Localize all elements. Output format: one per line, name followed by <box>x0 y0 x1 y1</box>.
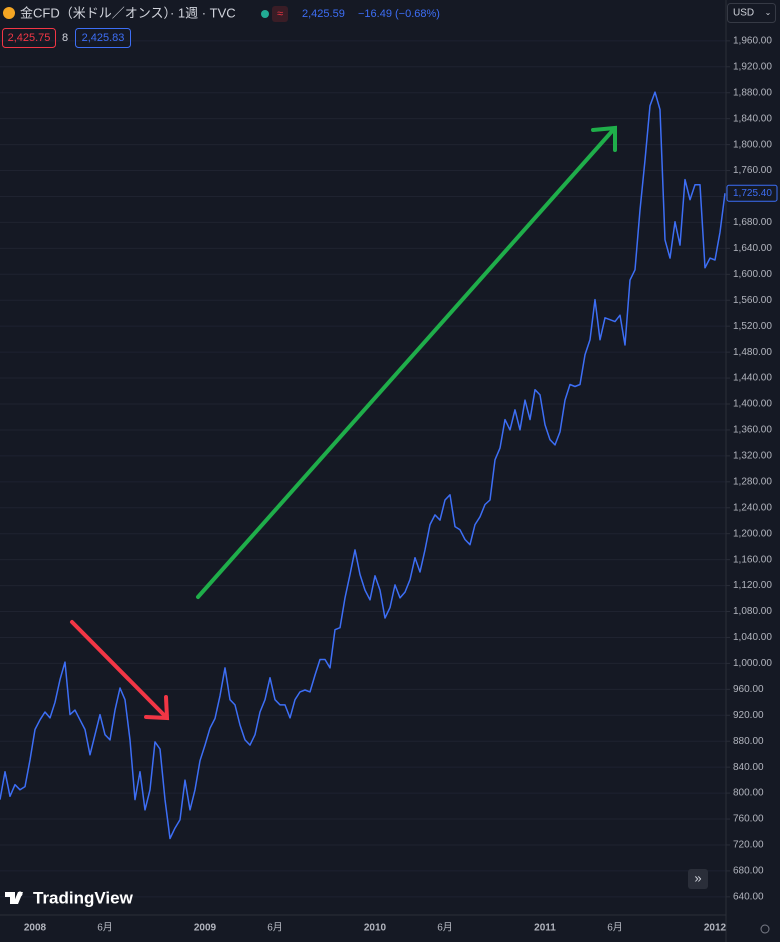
up-arrow <box>196 125 617 599</box>
price-line <box>0 91 726 840</box>
y-tick-label: 1,000.00 <box>733 658 772 669</box>
y-tick-label: 1,160.00 <box>733 554 772 565</box>
x-tick-label: 6月 <box>97 922 113 934</box>
y-tick-label: 1,480.00 <box>733 347 772 358</box>
y-tick-label: 760.00 <box>733 814 764 825</box>
scroll-icon: » <box>694 870 701 885</box>
x-tick-label: 2009 <box>194 923 217 934</box>
status-badge <box>272 6 288 22</box>
badge-icon: ≈ <box>277 8 283 20</box>
y-tick-label: 720.00 <box>733 840 764 851</box>
ask-box[interactable] <box>75 28 131 48</box>
x-tick-label: 2011 <box>534 923 556 934</box>
symbol-title[interactable]: 金CFD（米ドル／オンス）· 1週 · TVC <box>20 5 236 20</box>
y-tick-label: 1,920.00 <box>733 61 772 72</box>
x-tick-label: 2008 <box>24 923 47 934</box>
ask-price: 2,425.83 <box>82 32 125 44</box>
spread: 8 <box>62 32 68 44</box>
price-label: 1,725.40 <box>733 188 772 199</box>
x-tick-label: 6月 <box>607 922 623 934</box>
last-price: 2,425.59 <box>302 8 345 20</box>
status-dot <box>261 10 269 18</box>
price-change: −16.49 (−0.68%) <box>358 8 440 20</box>
y-tick-label: 1,280.00 <box>733 476 772 487</box>
y-tick-label: 640.00 <box>733 891 764 902</box>
x-tick-label: 6月 <box>437 922 453 934</box>
symbol-icon <box>3 7 15 19</box>
y-tick-label: 1,680.00 <box>733 217 772 228</box>
y-tick-label: 1,840.00 <box>733 113 772 124</box>
y-tick-label: 1,960.00 <box>733 35 772 46</box>
x-tick-label: 2010 <box>364 923 387 934</box>
y-tick-label: 1,040.00 <box>733 632 772 643</box>
scroll-button[interactable] <box>688 869 708 889</box>
y-tick-label: 920.00 <box>733 710 764 721</box>
y-tick-label: 1,400.00 <box>733 399 772 410</box>
x-tick-label: 6月 <box>267 922 283 934</box>
brand-logo <box>5 891 23 904</box>
y-tick-label: 1,600.00 <box>733 269 772 280</box>
plot <box>0 91 726 840</box>
currency-caret: ⌄ <box>765 8 772 17</box>
y-tick-label: 1,560.00 <box>733 295 772 306</box>
y-tick-label: 1,440.00 <box>733 373 772 384</box>
brand-name: TradingView <box>33 888 134 907</box>
y-tick-label: 1,520.00 <box>733 321 772 332</box>
down-arrow <box>70 620 170 721</box>
y-tick-label: 1,240.00 <box>733 502 772 513</box>
y-tick-label: 800.00 <box>733 788 764 799</box>
y-tick-label: 1,880.00 <box>733 87 772 98</box>
y-tick-label: 1,800.00 <box>733 139 772 150</box>
y-tick-label: 1,760.00 <box>733 165 772 176</box>
settings-icon[interactable] <box>760 924 770 934</box>
bid-box[interactable] <box>2 28 56 48</box>
y-tick-label: 1,360.00 <box>733 425 772 436</box>
bid-price: 2,425.75 <box>8 32 51 44</box>
y-tick-label: 1,640.00 <box>733 243 772 254</box>
y-tick-label: 680.00 <box>733 866 764 877</box>
y-tick-label: 840.00 <box>733 762 764 773</box>
y-tick-label: 880.00 <box>733 736 764 747</box>
y-tick-label: 1,080.00 <box>733 606 772 617</box>
y-tick-label: 1,200.00 <box>733 528 772 539</box>
x-tick-label: 2012 <box>704 923 727 934</box>
y-tick-label: 960.00 <box>733 684 764 695</box>
currency-button[interactable] <box>727 3 776 23</box>
price-label-box <box>726 184 778 202</box>
currency-label: USD <box>733 8 754 19</box>
y-tick-label: 1,320.00 <box>733 451 772 462</box>
y-tick-label: 1,120.00 <box>733 580 772 591</box>
